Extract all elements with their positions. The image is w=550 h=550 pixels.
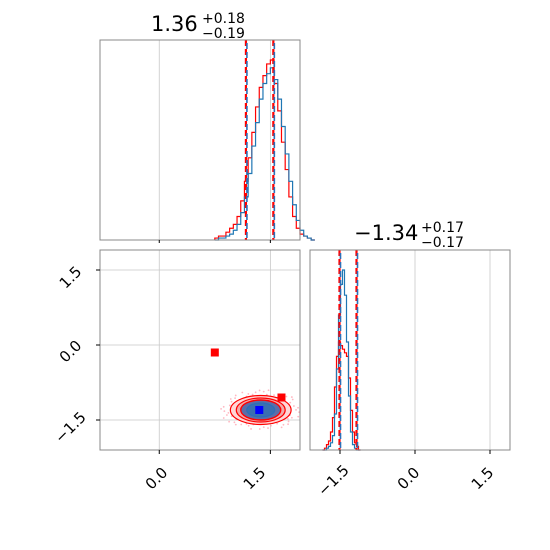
title-1-plus: +0.18: [202, 11, 245, 27]
x2-tick-label: 1.5: [468, 464, 498, 494]
sample-dot: [222, 405, 225, 408]
sample-dot: [291, 398, 294, 401]
sample-dot: [293, 405, 295, 407]
sample-dot: [273, 394, 275, 397]
sample-dot: [220, 407, 222, 410]
sample-dot: [258, 428, 261, 430]
sample-dot: [251, 393, 254, 396]
sample-dot: [229, 398, 232, 400]
marker-point: [255, 406, 264, 414]
sample-dot: [222, 417, 225, 419]
hist-blue-series: [322, 269, 361, 451]
title-1-minus: −0.19: [202, 26, 245, 42]
sample-dot: [234, 397, 236, 400]
sample-dot: [247, 424, 250, 427]
sample-dot: [289, 401, 292, 404]
sample-dot: [297, 415, 300, 418]
marker-point: [277, 393, 286, 402]
sample-dot: [285, 395, 288, 398]
sample-dot: [241, 391, 244, 394]
sample-dot: [225, 414, 228, 416]
sample-dot: [247, 393, 250, 395]
sample-dot: [286, 417, 289, 420]
sample-dot: [267, 389, 270, 392]
x-tick-label: 0.0: [142, 464, 172, 494]
title-2-main: −1.34: [354, 221, 418, 245]
panel-frame: [99, 39, 301, 241]
sample-dot: [227, 411, 230, 414]
sample-dot: [262, 390, 265, 393]
panel-frame: [309, 249, 511, 451]
sample-dot: [290, 396, 293, 398]
sample-dot: [234, 394, 237, 397]
sample-dot: [233, 421, 236, 424]
x-tick-label: 1.5: [240, 464, 270, 494]
sample-dot: [262, 426, 265, 429]
sample-dot: [258, 389, 261, 392]
marker-point: [210, 348, 219, 357]
hist-blue-series: [214, 67, 315, 241]
panel-frame: [99, 249, 301, 451]
sample-dot: [240, 423, 243, 426]
scatter-contour-panel: [96, 249, 301, 454]
sample-dot: [295, 409, 297, 411]
title-2-minus: −0.17: [421, 235, 464, 251]
x2-tick-label: −1.5: [314, 461, 352, 499]
sample-dot: [265, 393, 268, 396]
sample-dot: [287, 420, 290, 423]
y-tick-label: 1.5: [56, 263, 86, 293]
x2-axis-tick-labels: −1.5 0.0 1.5: [314, 461, 497, 499]
y-axis-tick-labels: 1.5 0.0 −1.5: [51, 263, 89, 447]
sample-dot: [270, 424, 272, 427]
title-1-main: 1.36: [151, 12, 198, 36]
sample-dot: [228, 420, 231, 423]
sample-dot: [228, 404, 231, 407]
histogram-param-1: [99, 39, 315, 243]
title-param-1: 1.36 +0.18 −0.19: [151, 11, 245, 42]
x2-tick-label: 0.0: [394, 464, 424, 494]
sample-dot: [282, 423, 285, 426]
sample-dot: [276, 422, 278, 425]
sample-dot: [250, 428, 252, 430]
sample-dot: [223, 410, 226, 412]
title-2-plus: +0.17: [421, 220, 464, 236]
sample-dot: [280, 426, 283, 429]
x-axis-tick-labels: 0.0 1.5: [142, 464, 270, 494]
sample-dot: [290, 416, 293, 419]
hist-red-series: [214, 59, 315, 241]
sample-dot: [230, 400, 233, 403]
histogram-param-2: [309, 249, 511, 454]
sample-dot: [234, 423, 237, 426]
y-tick-label: −1.5: [51, 408, 89, 446]
sample-dot: [254, 391, 257, 394]
sample-dot: [267, 427, 269, 429]
sample-dot: [287, 423, 289, 426]
sample-dot: [297, 406, 299, 409]
hist-red-series: [322, 341, 361, 451]
y-tick-label: 0.0: [56, 337, 86, 367]
title-param-2: −1.34 +0.17 −0.17: [354, 220, 464, 251]
